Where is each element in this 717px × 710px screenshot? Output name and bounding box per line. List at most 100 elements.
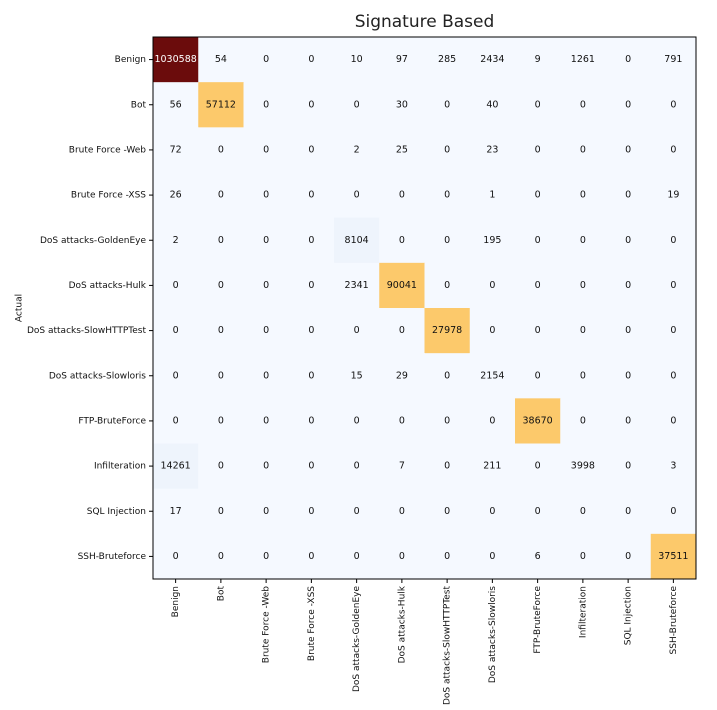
cell-value-label: 26	[170, 190, 182, 201]
cell-value-label: 0	[218, 551, 224, 562]
heatmap-cell	[198, 217, 244, 264]
heatmap-cell	[153, 353, 199, 399]
cell-value-label: 0	[218, 415, 224, 426]
y-tick-label: Bot	[131, 100, 147, 110]
heatmap-cell	[198, 308, 244, 354]
heatmap-cell	[560, 533, 606, 580]
cell-value-label: 0	[535, 235, 541, 246]
heatmap-cell	[424, 127, 471, 173]
heatmap-cell	[469, 353, 516, 399]
cell-value-label: 30	[396, 99, 408, 110]
heatmap-cell	[379, 262, 425, 309]
cell-value-label: 0	[173, 415, 179, 426]
heatmap-cell	[605, 533, 652, 580]
cell-value-label: 0	[218, 506, 224, 517]
heatmap-cell	[469, 127, 516, 173]
cell-value-label: 0	[489, 506, 495, 517]
cell-value-label: 0	[625, 461, 631, 472]
cell-value-label: 0	[263, 54, 269, 65]
heatmap-cell	[243, 82, 290, 128]
heatmap-cell	[469, 488, 516, 535]
heatmap-cell	[650, 353, 697, 399]
heatmap-cell	[469, 308, 516, 354]
cell-value-label: 0	[263, 370, 269, 381]
heatmap-cell	[424, 82, 471, 128]
heatmap-cell	[515, 308, 561, 354]
heatmap-cell	[243, 353, 290, 399]
heatmap-cell	[469, 217, 516, 264]
heatmap-cell	[288, 82, 335, 128]
heatmap-cell	[650, 262, 697, 309]
cell-value-label: 0	[263, 99, 269, 110]
heatmap-cell	[153, 217, 199, 264]
cell-value-label: 0	[580, 280, 586, 291]
x-tick-label: Benign	[171, 586, 181, 617]
heatmap-cell	[515, 217, 561, 264]
cell-value-label: 2	[354, 144, 360, 155]
cell-value-label: 0	[354, 415, 360, 426]
cell-value-label: 0	[489, 325, 495, 336]
cell-value-label: 0	[444, 551, 450, 562]
heatmap-cell	[243, 308, 290, 354]
cell-value-label: 1030588	[154, 54, 196, 65]
heatmap-cell	[515, 443, 561, 490]
cell-value-label: 0	[535, 506, 541, 517]
heatmap-cell	[515, 37, 561, 83]
cell-value-label: 0	[580, 190, 586, 201]
cell-value-label: 19	[667, 190, 679, 201]
heatmap-cell	[469, 82, 516, 128]
heatmap-cell	[379, 217, 425, 264]
cell-value-label: 0	[625, 325, 631, 336]
heatmap-cell	[605, 308, 652, 354]
x-tick-label: Bot	[216, 586, 226, 602]
cell-value-label: 0	[670, 144, 676, 155]
cell-value-label: 38670	[523, 415, 553, 426]
heatmap-cell	[560, 217, 606, 264]
cell-value-label: 0	[263, 551, 269, 562]
cell-value-label: 90041	[387, 280, 417, 291]
heatmap-cell	[605, 37, 652, 83]
cell-value-label: 0	[218, 190, 224, 201]
heatmap-cell	[515, 533, 561, 580]
heatmap-cell	[605, 127, 652, 173]
heatmap-cell	[288, 217, 335, 264]
y-tick-label: Brute Force -XSS	[71, 191, 146, 201]
heatmap-cell	[469, 262, 516, 309]
heatmap-cell	[650, 308, 697, 354]
x-tick-label: DoS attacks-Hulk	[397, 585, 407, 663]
cell-value-label: 0	[670, 99, 676, 110]
heatmap-cell	[560, 488, 606, 535]
cell-value-label: 0	[580, 370, 586, 381]
heatmap-cell	[605, 443, 652, 490]
heatmap-cell	[288, 443, 335, 490]
cell-value-label: 0	[580, 325, 586, 336]
cell-value-label: 0	[444, 99, 450, 110]
cell-value-label: 2434	[480, 54, 504, 65]
heatmap-cell	[379, 172, 425, 219]
heatmap-cell	[469, 443, 516, 490]
cell-value-label: 40	[486, 99, 498, 110]
cell-value-label: 0	[308, 54, 314, 65]
heatmap-cell	[243, 37, 290, 83]
heatmap-cell	[243, 488, 290, 535]
cell-value-label: 10	[351, 54, 363, 65]
heatmap-cell	[153, 172, 199, 219]
cell-value-label: 0	[308, 370, 314, 381]
heatmap-cell	[288, 353, 335, 399]
y-tick-label: DoS attacks-SlowHTTPTest	[27, 326, 147, 336]
heatmap-cell	[198, 353, 244, 399]
cell-value-label: 0	[308, 99, 314, 110]
cell-value-label: 0	[218, 280, 224, 291]
heatmap-cell	[243, 217, 290, 264]
heatmap-cell	[560, 398, 606, 444]
cell-value-label: 0	[354, 325, 360, 336]
cell-value-label: 0	[625, 144, 631, 155]
heatmap-cell	[153, 82, 199, 128]
cell-value-label: 57112	[206, 99, 236, 110]
cell-value-label: 285	[438, 54, 456, 65]
cell-value-label: 3998	[571, 461, 595, 472]
cell-value-label: 15	[351, 370, 363, 381]
cell-value-label: 0	[670, 506, 676, 517]
cell-value-label: 0	[218, 461, 224, 472]
